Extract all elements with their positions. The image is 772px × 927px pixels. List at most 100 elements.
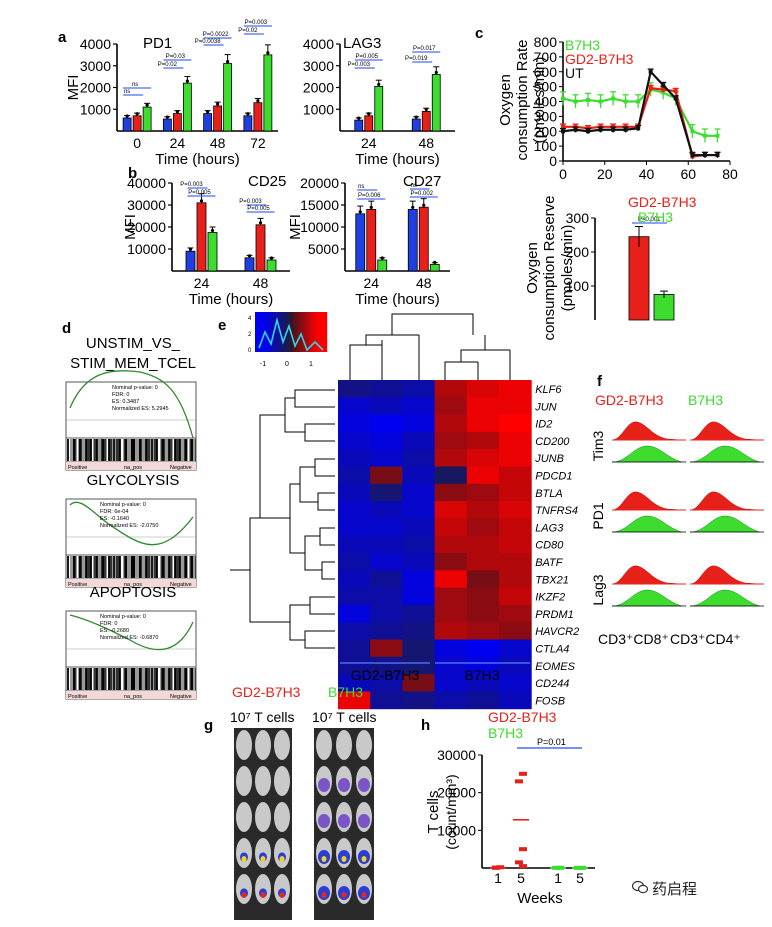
heatmap-cell <box>434 466 468 485</box>
data-dot <box>377 82 381 87</box>
data-dot <box>206 110 210 114</box>
x-tick-label: 0 <box>559 166 567 182</box>
row-dendrogram <box>259 414 290 519</box>
heatmap-cell <box>338 501 371 519</box>
y-axis-label-2: (count/mm³) <box>443 774 459 849</box>
gsea-stat: FDR: 0 <box>112 392 129 398</box>
flow-histogram-red <box>611 565 683 585</box>
data-dot <box>246 112 250 116</box>
flow-histogram-green <box>611 515 683 533</box>
color-key-cell <box>283 312 286 352</box>
heatmap-cell <box>370 622 403 640</box>
heatmap-cell <box>466 604 500 623</box>
heatmap-cell <box>402 466 436 485</box>
bar-green <box>653 294 675 321</box>
data-dot <box>433 260 437 264</box>
panel-letter-b: b <box>128 165 137 182</box>
heatmap-cell <box>434 501 468 519</box>
heatmap-cell <box>402 587 436 606</box>
y-tick-label: 20000 <box>300 175 339 191</box>
wechat-icon <box>632 880 648 894</box>
gene-label: KLF6 <box>535 384 562 396</box>
y-tick-label: 500 <box>534 79 558 95</box>
heatmap-cell <box>338 674 371 692</box>
lum-core <box>241 892 247 898</box>
chart-a-lag3: 1000 2000 3000 4000 24 P=0.003 P=0.005 48 P=0.01… <box>303 35 455 168</box>
data-dot <box>369 205 373 209</box>
color-key-cell <box>291 312 294 352</box>
y-tick-label: 30000 <box>437 747 476 763</box>
gsea-title: APOPTOSIS <box>90 584 176 601</box>
y-tick-label: 5000 <box>308 241 339 257</box>
watermark-text: 药启程 <box>652 880 698 898</box>
row-dendrogram <box>314 458 335 477</box>
color-key-cell <box>281 312 284 352</box>
x-tick-label: 80 <box>722 166 738 182</box>
gene-label: ID2 <box>535 419 552 431</box>
y-tick-label: 4000 <box>303 36 334 52</box>
mouse-silhouette <box>236 730 252 760</box>
data-point <box>702 133 707 138</box>
panel-letter-a: a <box>58 29 67 46</box>
heatmap-cell <box>370 501 403 519</box>
flow-histogram-green <box>689 589 761 607</box>
mouse-silhouette <box>255 802 271 832</box>
col-header-b7h3: B7H3 <box>328 684 363 700</box>
legend-red: GD2-B7H3 <box>565 51 634 67</box>
x-tick-label: 24 <box>363 275 379 291</box>
flow-histogram-green <box>689 515 761 533</box>
heatmap-cell <box>338 553 371 571</box>
row-dendrogram <box>294 389 335 408</box>
heatmap-cell <box>466 431 500 450</box>
group-label: GD2-B7H3 <box>351 667 420 683</box>
mouse-silhouette <box>356 730 372 760</box>
heatmap-cell <box>499 570 532 589</box>
sig-label: P=0.01 <box>537 737 566 747</box>
heatmap-cell <box>402 380 436 398</box>
heatmap-cell <box>466 639 500 658</box>
bar-red <box>253 102 263 132</box>
data-point <box>636 126 641 131</box>
bar-red <box>418 206 429 272</box>
x-axis-label: Time (hours) <box>355 151 439 168</box>
gsea-pos: Positive <box>68 694 87 700</box>
heatmap-cell <box>499 587 532 606</box>
heatmap-cell <box>499 414 532 433</box>
heatmap-cell <box>466 518 500 537</box>
panel-letter-g: g <box>204 717 213 734</box>
lum-core <box>279 892 285 898</box>
color-key-cell <box>277 312 280 352</box>
gene-label: TBX21 <box>535 574 569 586</box>
color-key-cell <box>299 312 302 352</box>
heatmap-cell <box>338 535 371 554</box>
heatmap-cell <box>338 656 371 675</box>
color-key-cell <box>311 312 314 352</box>
flow-histogram-red <box>689 565 761 585</box>
heatmap-cell <box>370 604 403 623</box>
row-dendrogram <box>319 527 335 546</box>
heatmap-cell <box>434 518 468 537</box>
bar-red <box>628 236 650 321</box>
color-key-cell <box>293 312 296 352</box>
y-axis-label: MFI <box>287 214 304 240</box>
lum-core <box>279 856 285 862</box>
lum-core <box>341 856 347 862</box>
data-point <box>561 129 565 134</box>
y-axis-label-2: consumption Reserve <box>541 195 558 340</box>
data-point <box>598 99 603 104</box>
heatmap-cell <box>434 397 468 416</box>
color-key-cell <box>297 312 300 352</box>
chart-title: LAG3 <box>343 35 381 52</box>
gene-label: BATF <box>535 557 564 569</box>
y-tick-label: 700 <box>534 49 558 65</box>
color-key-ytick: 4 <box>248 316 252 322</box>
data-dot <box>175 110 179 114</box>
heatmap-cell <box>499 501 532 519</box>
sig-label: P=0.002 <box>410 191 433 197</box>
bar-red <box>255 224 266 272</box>
data-dot <box>226 59 230 64</box>
heatmap-cell <box>338 570 371 589</box>
mouse-silhouette <box>274 730 290 760</box>
heatmap-cell <box>338 587 371 606</box>
sig-label: P=0.003 <box>239 199 262 205</box>
